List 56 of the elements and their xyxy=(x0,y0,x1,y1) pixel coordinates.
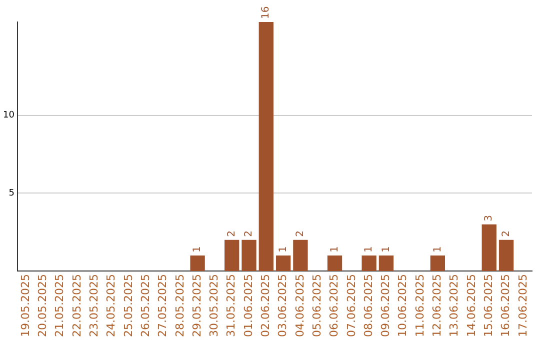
data-label: 16 xyxy=(260,6,272,19)
x-tick-label: 23.05.2025 xyxy=(87,274,100,338)
bar xyxy=(362,255,376,272)
data-label: 1 xyxy=(278,246,289,252)
x-tick-label: 15.06.2025 xyxy=(482,274,495,338)
x-tick-label: 03.06.2025 xyxy=(276,274,290,338)
bar xyxy=(293,240,308,272)
data-label: 2 xyxy=(500,230,512,237)
bar xyxy=(258,22,274,272)
data-label: 2 xyxy=(295,230,306,237)
x-tick-label: 12.06.2025 xyxy=(430,274,444,338)
x-tick-label: 07.06.2025 xyxy=(344,274,358,338)
x-tick-label: 22.05.2025 xyxy=(70,274,84,338)
x-tick-label: 21.05.2025 xyxy=(53,274,66,338)
bar xyxy=(482,224,496,272)
x-tick-label: 25.05.2025 xyxy=(122,274,135,338)
x-tick-label: 31.05.2025 xyxy=(224,274,238,338)
x-tick-label: 29.05.2025 xyxy=(190,274,204,338)
x-tick-label: 09.06.2025 xyxy=(379,274,392,338)
data-label: 1 xyxy=(364,246,375,252)
data-label: 2 xyxy=(244,230,255,237)
x-tick-label: 17.06.2025 xyxy=(516,274,530,338)
x-tick-label: 26.05.2025 xyxy=(138,274,152,338)
bar xyxy=(276,255,291,272)
x-tick-label: 19.05.2025 xyxy=(18,274,32,338)
x-tick-label: 10.06.2025 xyxy=(396,274,410,338)
x-tick-label: 30.05.2025 xyxy=(208,274,221,338)
x-tick-label: 24.05.2025 xyxy=(104,274,118,338)
x-tick-label: 06.06.2025 xyxy=(328,274,341,338)
bar xyxy=(224,240,240,272)
x-tick-label: 08.06.2025 xyxy=(362,274,375,338)
bar xyxy=(242,240,256,272)
x-tick-label: 11.06.2025 xyxy=(413,274,426,338)
data-label: 2 xyxy=(226,230,238,237)
bar xyxy=(498,240,514,272)
x-tick-label: 02.06.2025 xyxy=(259,274,272,338)
bar xyxy=(430,255,445,272)
x-tick-label: 28.05.2025 xyxy=(173,274,186,338)
x-tick-label: 14.06.2025 xyxy=(464,274,478,338)
x-tick-label: 04.06.2025 xyxy=(293,274,306,338)
x-tick-label: 20.05.2025 xyxy=(36,274,50,338)
x-tick-label: 27.05.2025 xyxy=(156,274,170,338)
y-tick-label: 5 xyxy=(8,188,14,199)
bar xyxy=(378,255,394,272)
data-label: 1 xyxy=(380,246,392,252)
y-tick-label: 10 xyxy=(3,110,15,121)
data-label: 3 xyxy=(484,214,495,222)
x-tick-label: 13.06.2025 xyxy=(448,274,461,338)
x-tick-label: 01.06.2025 xyxy=(242,274,255,338)
x-tick-label: 05.06.2025 xyxy=(310,274,324,338)
bar xyxy=(327,255,342,272)
bar xyxy=(190,255,205,272)
data-label: 1 xyxy=(192,246,204,252)
data-label: 1 xyxy=(329,246,340,252)
data-label: 1 xyxy=(432,246,444,252)
x-tick-label: 16.06.2025 xyxy=(499,274,512,338)
